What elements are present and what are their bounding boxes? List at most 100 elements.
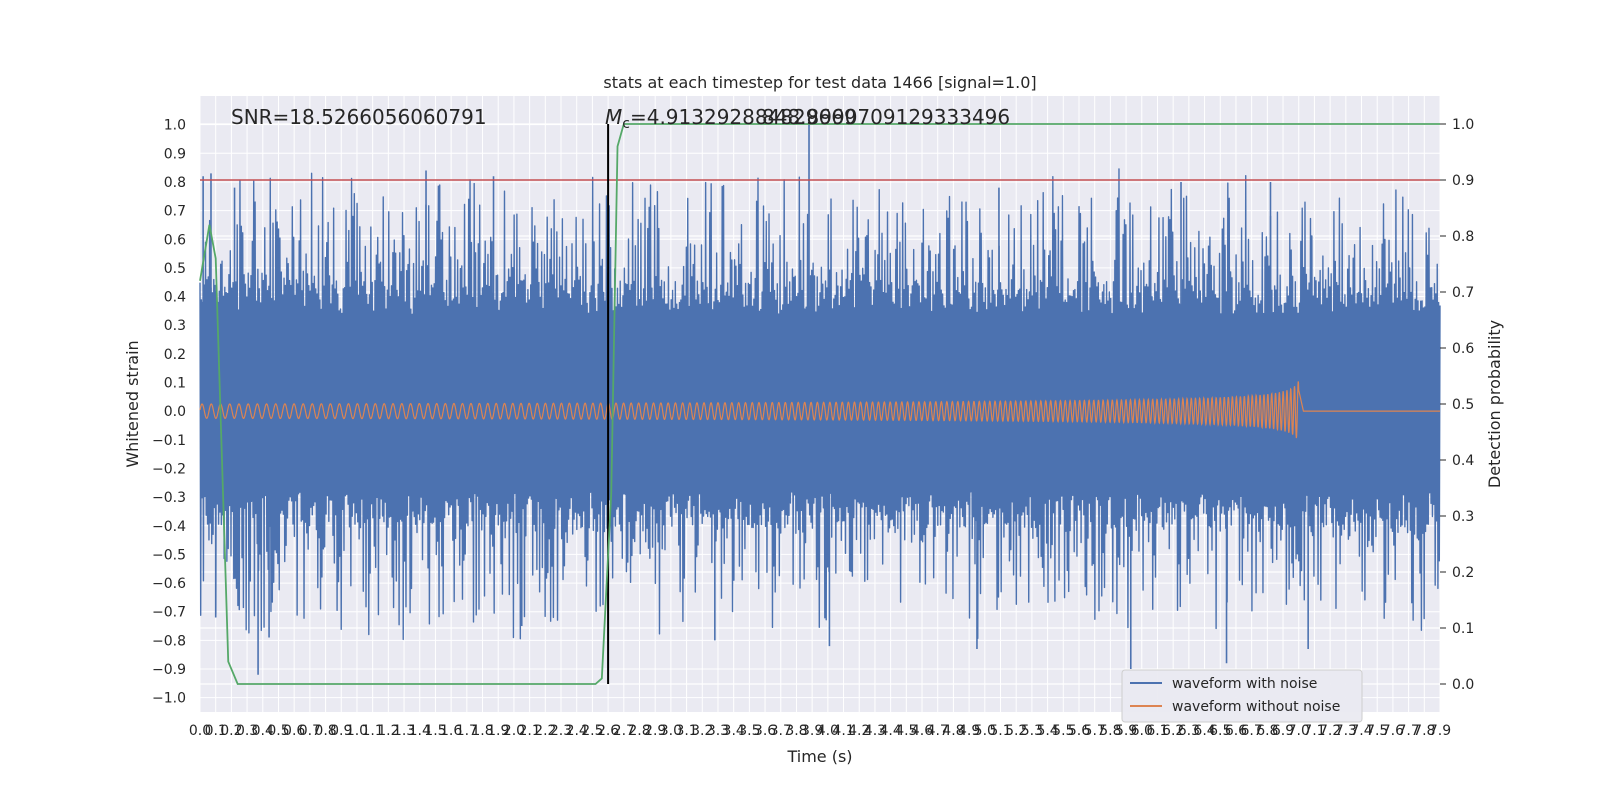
- mc-annotation: Mc=4.913292884829669: [605, 105, 857, 132]
- x-tick-label: 1.6: [440, 723, 462, 739]
- x-tick-label: 1.3: [393, 723, 415, 739]
- y-tick-label: −0.5: [152, 547, 186, 563]
- legend-box: [1121, 669, 1363, 723]
- overlay: [199, 123, 1440, 685]
- x-tick-label: 0.3: [236, 723, 258, 739]
- y-tick-label: −0.1: [152, 433, 186, 449]
- x-tick-label: 6.3: [1178, 723, 1200, 739]
- mc-overlap-annotation: 848.8990709129333496: [762, 105, 1010, 129]
- y2-tick-label: 0.8: [1452, 229, 1474, 245]
- x-tick-label: 5.5: [1052, 723, 1074, 739]
- x-tick-label: 5.8: [1099, 723, 1121, 739]
- x-tick-label: 7.5: [1366, 723, 1388, 739]
- x-tick-label: 6.6: [1225, 723, 1247, 739]
- x-tick-label: 2.0: [503, 723, 525, 739]
- y-axis-label: Whitened strain: [123, 340, 142, 467]
- x-tick-label: 4.7: [927, 723, 949, 739]
- x-tick-label: 7.6: [1382, 723, 1404, 739]
- x-tick-label: 2.9: [644, 723, 666, 739]
- y2-tick-label: 0.1: [1452, 621, 1474, 637]
- y-tick-label: −0.7: [152, 605, 186, 621]
- x-tick-label: 2.2: [534, 723, 556, 739]
- x-tick-label: 3.2: [691, 723, 713, 739]
- y-tick-label: 0.6: [164, 232, 186, 248]
- x-tick-label: 4.8: [942, 723, 964, 739]
- x-tick-label: 6.0: [1131, 723, 1153, 739]
- x-tick-label: 1.8: [471, 723, 493, 739]
- x-tick-label: 7.1: [1303, 723, 1325, 739]
- y2-tick-label: 0.3: [1452, 509, 1474, 525]
- x-tick-label: 7.2: [1319, 723, 1341, 739]
- x-tick-label: 6.4: [1193, 723, 1215, 739]
- x-tick-label: 0.7: [299, 723, 321, 739]
- y-tick-label: −0.6: [152, 576, 186, 592]
- x-tick-label: 0.0: [189, 723, 211, 739]
- x-tick-label: 7.4: [1350, 723, 1372, 739]
- y-tick-label: 0.9: [164, 146, 186, 162]
- y-tick-label: −1.0: [152, 691, 186, 707]
- y-tick-label: 0.5: [164, 261, 186, 277]
- x-tick-label: 3.0: [660, 723, 682, 739]
- x-tick-label: 6.2: [1162, 723, 1184, 739]
- x-tick-label: 0.5: [267, 723, 289, 739]
- y2-tick-label: 1.0: [1452, 117, 1474, 133]
- x-tick-label: 4.6: [911, 723, 933, 739]
- y-tick-label: −0.8: [152, 633, 186, 649]
- detection-probability-line: [199, 123, 1440, 685]
- y-tick-label: 0.4: [164, 290, 186, 306]
- y2-tick-label: 0.2: [1452, 565, 1474, 581]
- y-tick-label: −0.3: [152, 490, 186, 506]
- y-tick-label: 0.8: [164, 175, 186, 191]
- noise-series: [199, 124, 1441, 675]
- x-tick-label: 0.9: [330, 723, 352, 739]
- x-tick-label: 2.7: [613, 723, 635, 739]
- x-tick-label: 2.6: [597, 723, 619, 739]
- x-tick-label: 2.5: [581, 723, 603, 739]
- x-tick-label: 1.9: [487, 723, 509, 739]
- legend-label-clean: waveform without noise: [1172, 699, 1340, 715]
- x-tick-label: 2.4: [566, 723, 588, 739]
- x-tick-label: 4.4: [880, 723, 902, 739]
- x-axis-label: Time (s): [786, 747, 852, 766]
- x-tick-label: 2.1: [518, 723, 540, 739]
- x-tick-label: 5.6: [1068, 723, 1090, 739]
- x-tick-label: 5.7: [1084, 723, 1106, 739]
- x-tick-label: 2.8: [628, 723, 650, 739]
- x-tick-label: 7.7: [1397, 723, 1419, 739]
- y-tick-label: 0.3: [164, 318, 186, 334]
- x-tick-label: 5.9: [1115, 723, 1137, 739]
- x-tick-label: 3.1: [675, 723, 697, 739]
- clean-waveform-line: [199, 381, 1440, 439]
- x-tick-label: 1.0: [346, 723, 368, 739]
- x-tick-label: 3.7: [770, 723, 792, 739]
- x-tick-label: 4.1: [832, 723, 854, 739]
- x-tick-label: 1.7: [456, 723, 478, 739]
- x-tick-label: 7.9: [1429, 723, 1451, 739]
- y-tick-label: 0.0: [164, 404, 186, 420]
- y-tick-label: 0.1: [164, 376, 186, 392]
- x-tick-label: 2.3: [550, 723, 572, 739]
- y2-tick-label: 0.9: [1452, 173, 1474, 189]
- x-tick-label: 3.9: [801, 723, 823, 739]
- x-tick-label: 0.6: [283, 723, 305, 739]
- x-tick-label: 6.9: [1272, 723, 1294, 739]
- x-tick-label: 1.1: [362, 723, 384, 739]
- x-tick-label: 1.5: [424, 723, 446, 739]
- x-tick-label: 3.3: [707, 723, 729, 739]
- x-tick-label: 5.3: [1021, 723, 1043, 739]
- x-tick-label: 4.9: [958, 723, 980, 739]
- y2-tick-label: 0.7: [1452, 285, 1474, 301]
- x-tick-label: 5.1: [989, 723, 1011, 739]
- y-tick-label: 0.2: [164, 347, 186, 363]
- x-tick-label: 6.7: [1241, 723, 1263, 739]
- x-tick-label: 1.4: [409, 723, 431, 739]
- x-tick-label: 7.0: [1288, 723, 1310, 739]
- x-tick-label: 4.5: [895, 723, 917, 739]
- x-tick-label: 5.4: [1036, 723, 1058, 739]
- y2-tick-label: 0.4: [1452, 453, 1474, 469]
- x-tick-label: 0.1: [205, 723, 227, 739]
- x-tick-label: 3.4: [723, 723, 745, 739]
- y-tick-label: −0.4: [152, 519, 186, 535]
- y-tick-label: −0.2: [152, 461, 186, 477]
